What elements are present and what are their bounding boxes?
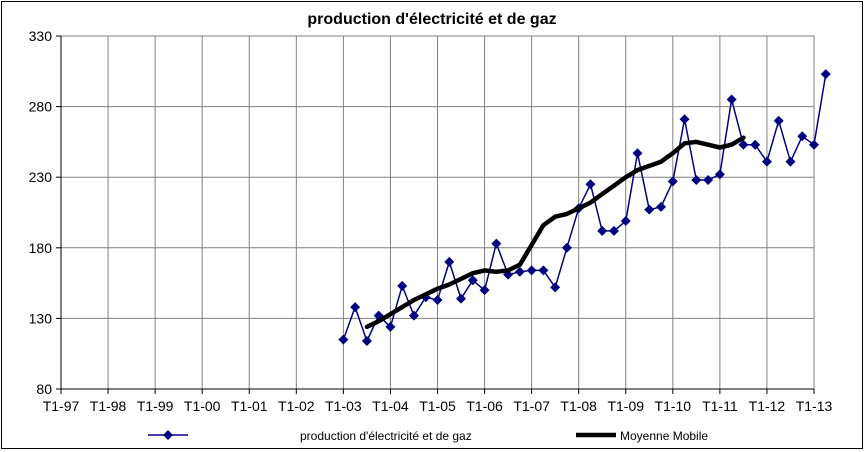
legend-marker-diamond	[163, 430, 173, 440]
x-tick-label: T1-08	[560, 398, 597, 414]
y-tick-label: 330	[29, 28, 53, 44]
y-tick-label: 180	[29, 240, 53, 256]
data-point-marker	[550, 282, 561, 293]
data-point-marker	[561, 242, 572, 253]
data-point-marker	[444, 256, 455, 267]
x-tick-label: T1-09	[607, 398, 644, 414]
data-point-marker	[350, 302, 361, 313]
legend-label-moyenne-mobile: Moyenne Mobile	[620, 429, 708, 443]
legend-label-production: production d'électricité et de gaz	[300, 429, 472, 443]
data-point-marker	[632, 148, 643, 159]
x-tick-label: T1-11	[702, 398, 738, 414]
y-tick-label: 80	[36, 381, 52, 397]
x-tick-label: T1-04	[372, 398, 409, 414]
data-point-marker	[656, 201, 667, 212]
data-point-marker	[750, 139, 761, 150]
data-point-marker	[538, 265, 549, 276]
y-tick-label: 230	[29, 169, 53, 185]
series-line-moyenne-mobile	[364, 135, 746, 330]
data-point-marker	[714, 169, 725, 180]
data-point-marker	[667, 176, 678, 187]
data-point-marker	[644, 204, 655, 215]
x-tick-label: T1-97	[43, 398, 80, 414]
data-point-marker	[597, 225, 608, 236]
data-point-marker	[467, 275, 478, 286]
data-point-marker	[691, 175, 702, 186]
data-point-marker	[809, 139, 819, 150]
data-point-marker	[761, 156, 772, 167]
data-point-marker	[726, 94, 737, 105]
data-point-marker	[385, 321, 396, 332]
y-tick-label: 280	[29, 99, 53, 115]
data-point-marker	[514, 266, 525, 277]
x-tick-label: T1-03	[325, 398, 362, 414]
data-point-marker	[679, 114, 690, 125]
data-point-marker	[608, 225, 619, 236]
data-point-marker	[338, 334, 349, 345]
data-point-marker	[738, 139, 749, 150]
x-tick-label: T1-02	[278, 398, 315, 414]
data-point-marker	[526, 265, 537, 276]
x-tick-label: T1-05	[419, 398, 456, 414]
data-point-marker	[620, 215, 631, 226]
data-point-marker	[820, 69, 831, 80]
legend: production d'électricité et de gaz Moyen…	[148, 429, 708, 443]
x-tick-label: T1-99	[137, 398, 174, 414]
data-point-marker	[703, 175, 714, 186]
x-tick-label: T1-98	[90, 398, 127, 414]
x-tick-label: T1-06	[466, 398, 503, 414]
y-tick-label: 130	[29, 310, 53, 326]
data-point-marker	[785, 156, 796, 167]
data-point-marker	[432, 295, 443, 306]
data-point-marker	[773, 115, 784, 126]
data-point-marker	[479, 285, 490, 296]
x-tick-label: T1-00	[184, 398, 221, 414]
x-tick-label: T1-13	[796, 398, 833, 414]
data-point-marker	[797, 131, 808, 142]
data-point-marker	[585, 179, 596, 190]
chart-title: production d'électricité et de gaz	[307, 11, 556, 28]
x-tick-label: T1-10	[655, 398, 692, 414]
data-point-marker	[408, 310, 419, 321]
x-tick-label: T1-12	[749, 398, 786, 414]
x-tick-label: T1-07	[513, 398, 550, 414]
data-point-marker	[361, 335, 372, 346]
data-point-marker	[456, 293, 467, 304]
data-point-marker	[397, 280, 408, 291]
x-tick-label: T1-01	[231, 398, 268, 414]
data-point-marker	[491, 238, 502, 249]
